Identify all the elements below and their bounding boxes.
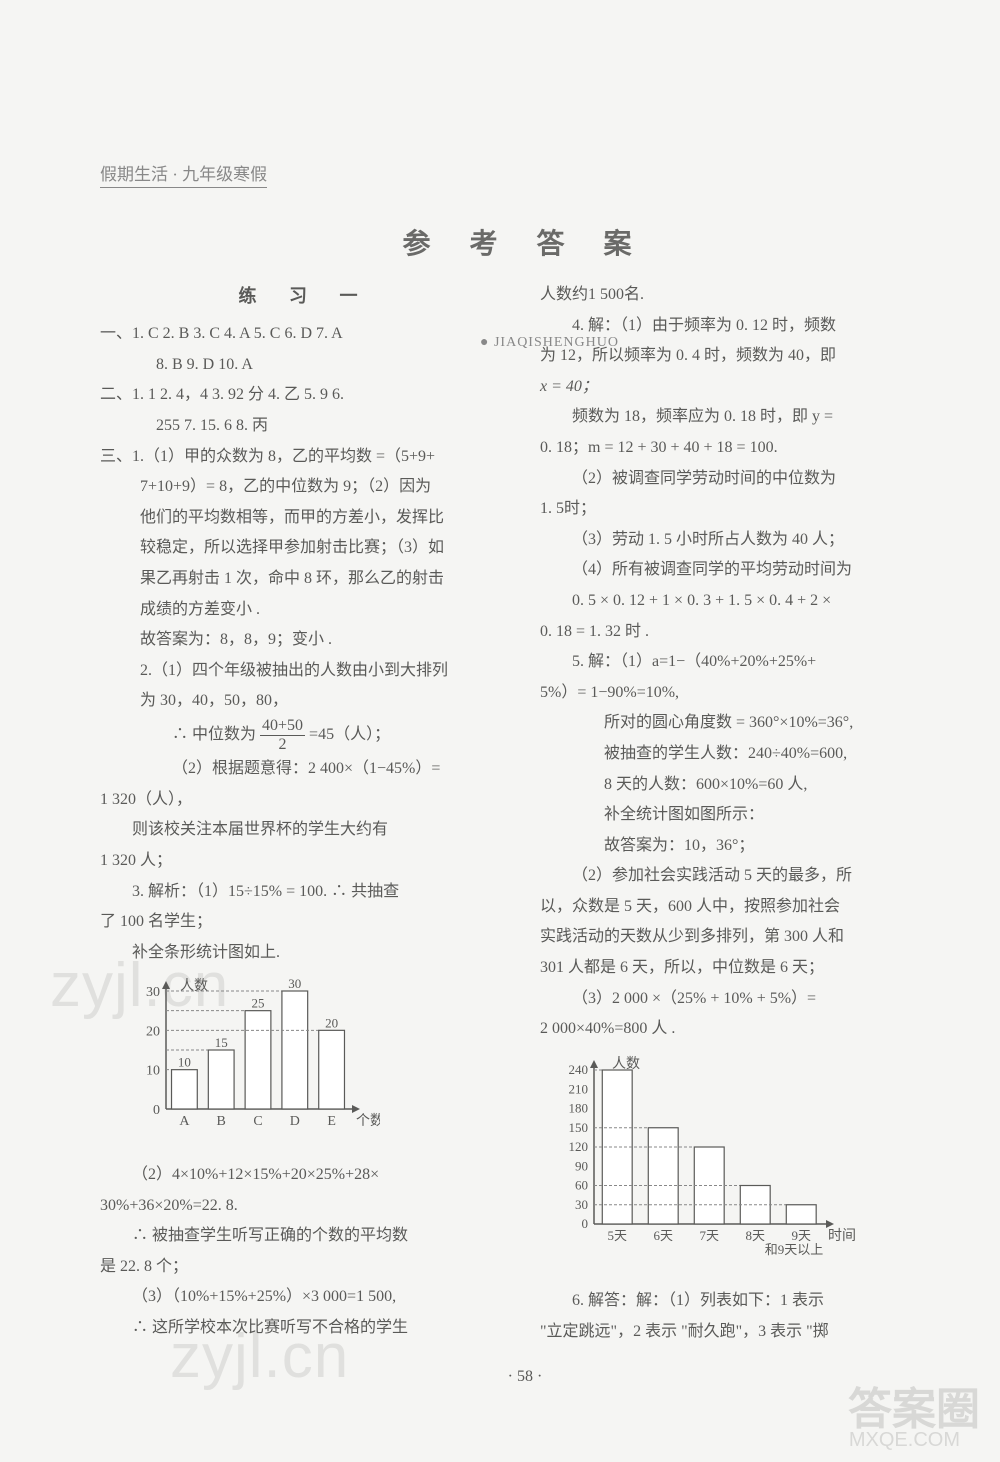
answer-line: 1 320（人）， — [100, 785, 510, 815]
answer-line: 1. 5时； — [540, 494, 950, 524]
answer-line: 8 天的人数：600×10%=60 人, — [540, 770, 950, 800]
answer-line: 5. 解：（1）a=1−（40%+20%+25%+ — [540, 647, 950, 677]
answer-line: 3. 解析：（1）15÷15% = 100. ∴ 共抽查 — [100, 877, 510, 907]
svg-text:180: 180 — [569, 1100, 589, 1115]
svg-text:15: 15 — [215, 1035, 228, 1050]
svg-text:B: B — [217, 1114, 226, 1129]
answer-line: 0. 5 × 0. 12 + 1 × 0. 3 + 1. 5 × 0. 4 + … — [540, 586, 950, 616]
left-column: 练 习 一 一、1. C 2. B 3. C 4. A 5. C 6. D 7.… — [100, 280, 510, 1348]
svg-text:20: 20 — [146, 1025, 160, 1040]
answer-line: 较稳定，所以选择甲参加射击比赛；（3）如 — [100, 533, 510, 563]
svg-text:和9天以上: 和9天以上 — [765, 1242, 824, 1257]
answer-line: 故答案为：8，8，9；变小 . — [100, 625, 510, 655]
svg-text:D: D — [290, 1114, 300, 1129]
svg-text:5天: 5天 — [607, 1228, 627, 1243]
answer-line: 频数为 18，频率应为 0. 18 时，即 y = — [540, 402, 950, 432]
answer-line: （3）（10%+15%+25%）×3 000=1 500, — [100, 1282, 510, 1312]
answer-line: "立定跳远"，2 表示 "耐久跑"，3 表示 "掷 — [540, 1317, 950, 1347]
svg-text:E: E — [327, 1114, 336, 1129]
answer-line: 实践活动的天数从少到多排列，第 300 人和 — [540, 922, 950, 952]
answer-line: 补全条形统计图如上. — [100, 938, 510, 968]
frac-num: 40+50 — [260, 717, 305, 736]
svg-text:150: 150 — [569, 1120, 589, 1135]
answer-line: 他们的平均数相等，而甲的方差小，发挥比 — [100, 503, 510, 533]
svg-text:时间: 时间 — [828, 1228, 856, 1244]
answer-line: 故答案为：10，36°； — [540, 831, 950, 861]
svg-text:个数: 个数 — [356, 1113, 380, 1129]
svg-text:0: 0 — [582, 1216, 589, 1231]
svg-text:8天: 8天 — [745, 1228, 765, 1243]
svg-text:30: 30 — [575, 1197, 588, 1212]
answer-line: 为 30，40，50，80， — [100, 686, 510, 716]
answer-line: ∴ 被抽查学生听写正确的个数的平均数 — [100, 1221, 510, 1251]
svg-text:C: C — [253, 1114, 262, 1129]
svg-text:240: 240 — [569, 1062, 589, 1077]
frac-suffix: =45（人）； — [309, 726, 390, 743]
svg-text:9天: 9天 — [791, 1228, 811, 1243]
answer-line: 三、1.（1）甲的众数为 8，乙的平均数 =（5+9+ — [100, 442, 510, 472]
header-pinyin: JIAQISHENGHUO — [480, 335, 619, 351]
answer-line: 则该校关注本届世界杯的学生大约有 — [100, 815, 510, 845]
svg-text:7天: 7天 — [699, 1228, 719, 1243]
answer-line: 人数约1 500名. — [540, 280, 950, 310]
svg-text:25: 25 — [252, 996, 265, 1011]
answer-line: 1 320 人； — [100, 846, 510, 876]
right-column: 人数约1 500名. 4. 解：（1）由于频率为 0. 12 时，频数 为 12… — [540, 280, 950, 1348]
answer-line: 0. 18；m = 12 + 30 + 40 + 18 = 100. — [540, 433, 950, 463]
answer-line: 所对的圆心角度数 = 360°×10%=36°, — [540, 708, 950, 738]
answer-line: 一、1. C 2. B 3. C 4. A 5. C 6. D 7. A — [100, 319, 510, 349]
answer-line: x = 40； — [540, 372, 950, 402]
answer-line: 了 100 名学生； — [100, 907, 510, 937]
answer-line: 6. 解答：解：（1）列表如下：1 表示 — [540, 1286, 950, 1316]
svg-text:120: 120 — [569, 1139, 589, 1154]
answer-line: （2）4×10%+12×15%+20×25%+28× — [100, 1160, 510, 1190]
frac-prefix: ∴ 中位数为 — [140, 726, 256, 743]
answer-line: 果乙再射击 1 次，命中 8 环，那么乙的射击 — [100, 564, 510, 594]
answer-line: （2）参加社会实践活动 5 天的最多，所 — [540, 861, 950, 891]
svg-text:人数: 人数 — [180, 978, 208, 994]
svg-text:10: 10 — [178, 1055, 191, 1070]
header-left: 假期生活 · 九年级寒假 — [100, 160, 267, 188]
answer-line: 255 7. 15. 6 8. 丙 — [100, 411, 510, 441]
answer-line: 补全统计图如图所示： — [540, 800, 950, 830]
answer-line: 5%）= 1−90%=10%, — [540, 678, 950, 708]
page-number: · 58 · — [100, 1368, 950, 1386]
svg-text:90: 90 — [575, 1158, 588, 1173]
answer-line: （3）2 000 ×（25% + 10% + 5%）= — [540, 984, 950, 1014]
answer-line: 30%+36×20%=22. 8. — [100, 1191, 510, 1221]
answer-line: 是 22. 8 个； — [100, 1252, 510, 1282]
frac-den: 2 — [260, 736, 305, 754]
svg-text:0: 0 — [153, 1103, 160, 1118]
answer-line: （2）被调查同学劳动时间的中位数为 — [540, 464, 950, 494]
svg-text:30: 30 — [146, 985, 160, 1000]
answer-line: 0. 18 = 1. 32 时 . — [540, 617, 950, 647]
section-heading: 练 习 一 — [100, 280, 510, 313]
svg-text:210: 210 — [569, 1081, 589, 1096]
answer-line: ∴ 中位数为 40+50 2 =45（人）； — [100, 717, 510, 753]
answer-line: 二、1. 1 2. 4，4 3. 92 分 4. 乙 5. 9 6. — [100, 380, 510, 410]
svg-text:A: A — [179, 1114, 190, 1129]
answer-line: 8. B 9. D 10. A — [100, 350, 510, 380]
answer-line: 被抽查的学生人数：240÷40%=600, — [540, 739, 950, 769]
answer-line: （4）所有被调查同学的平均劳动时间为 — [540, 555, 950, 585]
watermark: MXQE.COM — [849, 1429, 960, 1452]
answer-line: 301 人都是 6 天，所以，中位数是 6 天； — [540, 953, 950, 983]
answer-line: 成绩的方差变小 . — [100, 595, 510, 625]
svg-text:6天: 6天 — [653, 1228, 673, 1243]
page-title: 参 考 答 案 — [100, 222, 950, 262]
answer-line: 以，众数是 5 天，600 人中，按照参加社会 — [540, 892, 950, 922]
answer-line: 2 000×40%=800 人 . — [540, 1014, 950, 1044]
answer-line: 2.（1）四个年级被抽出的人数由小到大排列 — [100, 656, 510, 686]
svg-text:60: 60 — [575, 1177, 588, 1192]
chart1: 10 20 30 0 人数个数 10 A 15 B 25 C 30 D 20 E — [130, 977, 510, 1148]
answer-line: （2）根据题意得：2 400×（1−45%）= — [100, 754, 510, 784]
svg-text:20: 20 — [325, 1016, 338, 1031]
svg-text:10: 10 — [146, 1064, 160, 1079]
chart2: 0306090120150180210240人数时间5天6天7天8天9天和9天以… — [550, 1054, 950, 1275]
svg-text:30: 30 — [288, 977, 301, 991]
answer-line: ∴ 这所学校本次比赛听写不合格的学生 — [100, 1313, 510, 1343]
answer-line: （3）劳动 1. 5 小时所占人数为 40 人； — [540, 525, 950, 555]
answer-line: 7+10+9）= 8，乙的中位数为 9；（2）因为 — [100, 472, 510, 502]
